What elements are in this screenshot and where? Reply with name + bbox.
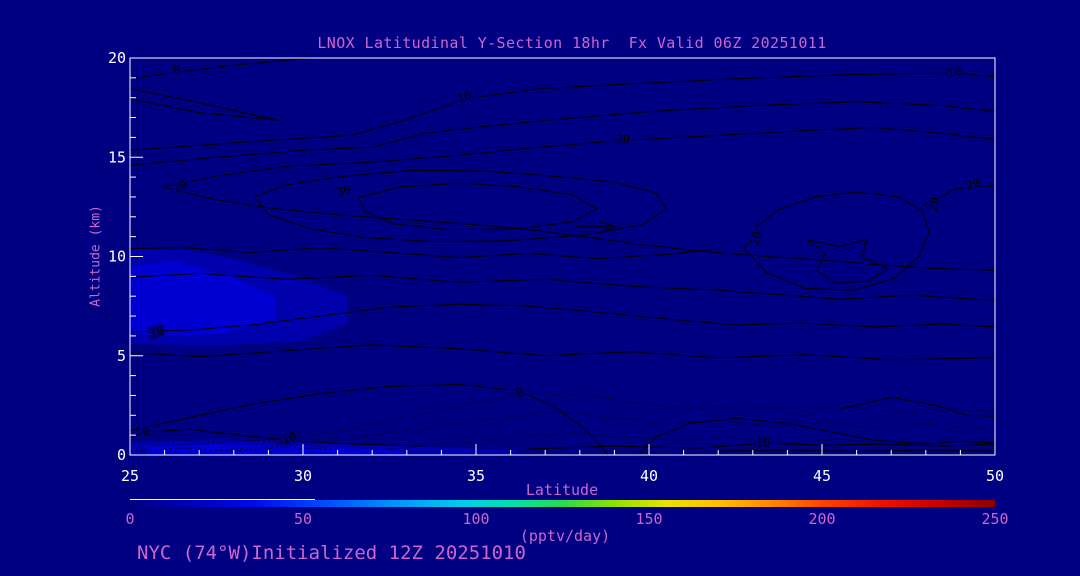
contour-line: [129, 428, 425, 447]
contour-line: [600, 221, 618, 233]
x-axis-title: Latitude: [525, 481, 599, 499]
chart-title: LNOX Latitudinal Y-Section 18hr Fx Valid…: [317, 34, 827, 52]
x-tick-label: 40: [640, 467, 658, 485]
contour-line: [743, 191, 930, 291]
contour-label: 20: [964, 176, 982, 193]
y-tick-label: 5: [117, 347, 126, 365]
contour-line: [162, 126, 996, 188]
y-tick-label: 20: [108, 49, 126, 67]
contour-line: [129, 383, 608, 456]
colorbar-tick-label: 50: [294, 510, 312, 528]
contour-line: [129, 72, 996, 151]
contour-label: 10: [455, 88, 473, 106]
contour-line: [129, 344, 996, 361]
contour-line: [129, 303, 996, 333]
contour-line: [129, 272, 996, 301]
contour-line: [638, 417, 996, 456]
colorbar-tick-label: 100: [462, 510, 489, 528]
contour-fill-region: [130, 261, 276, 336]
contour-label: 0: [515, 385, 526, 400]
y-tick-label: 15: [108, 148, 126, 166]
contour-line: [527, 442, 996, 450]
x-tick-label: 25: [121, 467, 139, 485]
contour-line: [389, 431, 996, 450]
contour-label: 30: [335, 182, 353, 199]
contour-line: [839, 396, 996, 417]
contour-line: [157, 392, 996, 447]
contour-fill-region: [147, 444, 407, 455]
contour-label: 20: [747, 230, 764, 248]
colorbar-tick-label: 150: [635, 510, 662, 528]
x-tick-label: 50: [986, 467, 1004, 485]
contour-line: [162, 186, 996, 271]
contour-label: 10: [756, 436, 770, 450]
contour-line: [129, 101, 996, 166]
x-tick-label: 30: [294, 467, 312, 485]
y-tick-label: 0: [117, 446, 126, 464]
colorbar-tick-label: 0: [125, 510, 134, 528]
colorbar-tick-label: 200: [808, 510, 835, 528]
x-tick-label: 35: [467, 467, 485, 485]
contour-line: [357, 182, 599, 231]
contour-line: [216, 411, 996, 451]
footer-annotation: NYC (74°W)Initialized 12Z 20251010: [137, 542, 526, 564]
contour-label: 10: [946, 64, 963, 81]
x-tick-label: 45: [813, 467, 831, 485]
contour-line: [254, 169, 667, 243]
contour-label: 20: [616, 132, 630, 146]
contour-line: [129, 88, 279, 121]
contour-line: [806, 238, 889, 284]
colorbar-units-label: (pptv/day): [519, 527, 611, 545]
contour-label: 10: [148, 323, 166, 340]
colorbar: [130, 500, 995, 507]
y-axis-title: Altitude (km): [88, 205, 104, 307]
contour-label: 20: [926, 196, 942, 213]
contour-line: [129, 57, 310, 80]
contour-line: [129, 247, 712, 260]
y-tick-label: 10: [108, 248, 126, 266]
contour-line: [922, 184, 996, 207]
colorbar-tick-label: 250: [981, 510, 1008, 528]
contour-label: 0: [171, 62, 183, 78]
